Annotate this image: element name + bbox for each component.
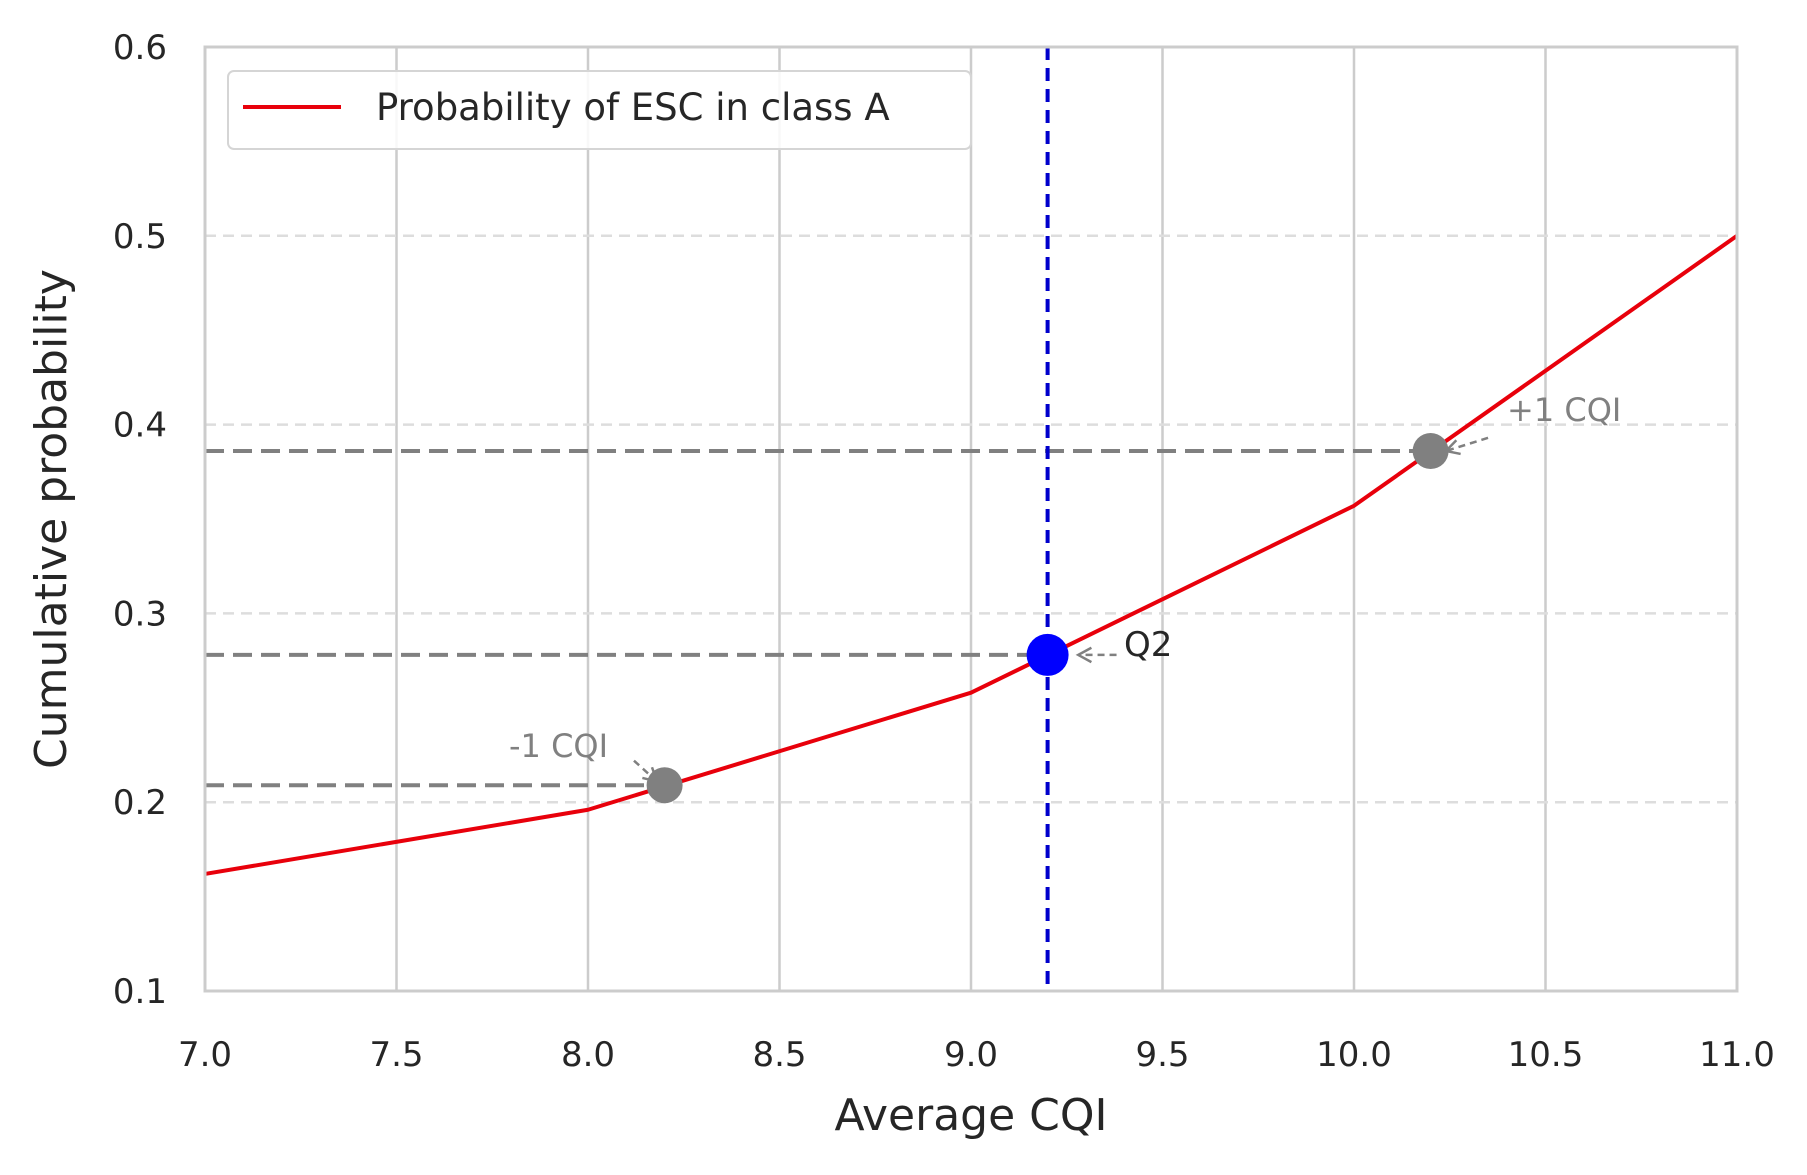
y-axis-label: Cumulative probability bbox=[26, 269, 77, 769]
marker-q2 bbox=[1026, 633, 1069, 676]
x-tick-label: 7.0 bbox=[178, 1035, 232, 1075]
x-tick-label: 7.5 bbox=[369, 1035, 423, 1075]
y-tick-label: 0.6 bbox=[113, 28, 167, 68]
marker-1cqi bbox=[646, 767, 683, 804]
x-tick-label: 11.0 bbox=[1699, 1035, 1775, 1075]
legend: Probability of ESC in class A bbox=[227, 70, 972, 150]
marker-1cqi bbox=[1412, 433, 1449, 470]
y-tick-label: 0.5 bbox=[113, 217, 167, 257]
annotation-q2-label: Q2 bbox=[1124, 625, 1172, 665]
x-tick-label: 10.5 bbox=[1508, 1035, 1584, 1075]
plot-frame bbox=[203, 45, 1739, 993]
x-grid bbox=[203, 47, 1739, 991]
y-tick-label: 0.3 bbox=[113, 594, 167, 634]
x-tick-labels: 7.0 7.5 8.0 8.5 9.0 9.5 10.0 10.5 11.0 bbox=[178, 1035, 1775, 1075]
y-tick-labels: 0.1 0.2 0.3 0.4 0.5 0.6 bbox=[113, 28, 167, 1012]
legend-label: Probability of ESC in class A bbox=[376, 86, 890, 129]
y-tick-label: 0.4 bbox=[113, 406, 167, 446]
x-tick-label: 9.0 bbox=[944, 1035, 998, 1075]
x-axis-label: Average CQI bbox=[834, 1090, 1107, 1141]
y-tick-label: 0.1 bbox=[113, 972, 167, 1012]
x-tick-label: 8.5 bbox=[752, 1035, 806, 1075]
x-tick-label: 8.0 bbox=[561, 1035, 615, 1075]
series-group bbox=[204, 234, 1739, 876]
arrow-q2-head bbox=[1075, 646, 1093, 664]
annotation-plus1-label: +1 CQI bbox=[1507, 391, 1621, 429]
x-tick-label: 9.5 bbox=[1135, 1035, 1189, 1075]
x-tick-label: 10.0 bbox=[1316, 1035, 1392, 1075]
y-tick-label: 0.2 bbox=[113, 783, 167, 823]
arrow-plus1 bbox=[1445, 436, 1489, 453]
legend-box bbox=[227, 70, 972, 150]
markers bbox=[646, 433, 1449, 804]
reference-lines bbox=[205, 449, 1431, 788]
annotation-minus1-label: -1 CQI bbox=[509, 727, 608, 765]
series-line bbox=[204, 234, 1739, 876]
